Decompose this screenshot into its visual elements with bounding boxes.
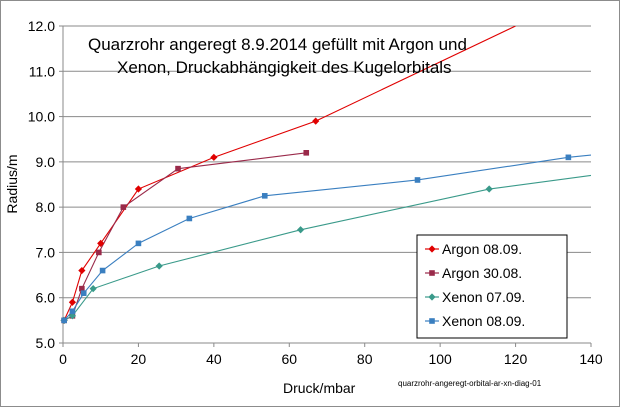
y-tick-label: 6.0 [36,290,56,306]
y-tick-label: 10.0 [28,109,55,125]
x-tick-label: 80 [357,351,373,367]
data-point-series-1 [175,165,181,172]
data-point-series-2 [68,312,77,320]
series-line-3 [63,154,591,321]
data-point-series-1 [96,249,102,256]
legend-marker [428,245,436,253]
data-point-series-1 [120,204,127,210]
data-point-series-3 [565,154,572,161]
legend: Argon 08.09. Argon 30.08. Xenon 07.09. Xeno… [416,234,568,339]
y-tick-label: 12.0 [28,18,55,34]
legend-box [416,234,568,339]
data-point-series-0 [68,298,77,306]
data-point-series-3 [61,317,67,324]
data-point-series-0 [134,185,143,193]
axes: 5.0 6.0 7.0 8.0 9.0 10.0 11.0 12.0 0 20 40 60 80 100 1… [28,18,603,367]
legend-marker [429,318,435,324]
y-tick-label: 11.0 [29,63,55,79]
x-tick-label: 120 [504,351,528,367]
x-tick-label: 100 [428,351,452,367]
data-point-series-3 [261,193,268,199]
series-line-1 [63,152,307,321]
legend-label: Argon 30.08. [442,265,522,281]
y-axis-label: Radius/m [4,154,20,213]
data-markers [60,117,572,324]
chart-title-line-2: Xenon, Druckabhängigkeit des Kugelorbita… [117,58,452,77]
data-point-series-2 [297,226,305,234]
series-line-0 [63,26,516,321]
data-point-series-0 [97,239,105,247]
data-point-series-0 [312,117,320,125]
x-tick-label: 0 [59,351,67,367]
y-tick-label: 7.0 [36,244,56,260]
data-point-series-0 [210,153,218,161]
chart-title-line-1: Quarzrohr angeregt 8.9.2014 gefüllt mit … [88,35,467,54]
data-point-series-1 [79,285,85,292]
data-point-series-3 [69,308,76,315]
y-tick-label: 5.0 [36,335,56,351]
y-tick-label: 8.0 [36,199,56,215]
chart-footnote: quarzrohr-angeregt-orbital-ar-xn-diag-01 [398,379,542,388]
legend-marker [428,293,436,301]
x-tick-label: 140 [579,351,603,367]
data-point-series-2 [485,185,493,193]
x-tick-label: 60 [281,351,297,367]
x-tick-label: 20 [131,351,147,367]
legend-label: Xenon 07.09. [442,289,525,305]
legend-label: Argon 08.09. [442,241,522,257]
data-point-series-2 [155,262,163,270]
data-point-series-3 [186,215,193,222]
x-axis-label: Druck/mbar [283,380,356,396]
data-point-series-3 [414,177,421,183]
data-point-series-2 [89,285,97,293]
data-point-series-3 [135,240,142,247]
y-tick-label: 9.0 [36,154,56,170]
legend-label: Xenon 08.09. [442,313,525,329]
data-point-series-0 [78,266,86,275]
x-tick-label: 40 [206,351,222,367]
legend-marker [429,270,435,276]
data-point-series-3 [99,267,106,274]
data-point-series-3 [80,290,87,296]
data-point-series-1 [303,150,310,156]
